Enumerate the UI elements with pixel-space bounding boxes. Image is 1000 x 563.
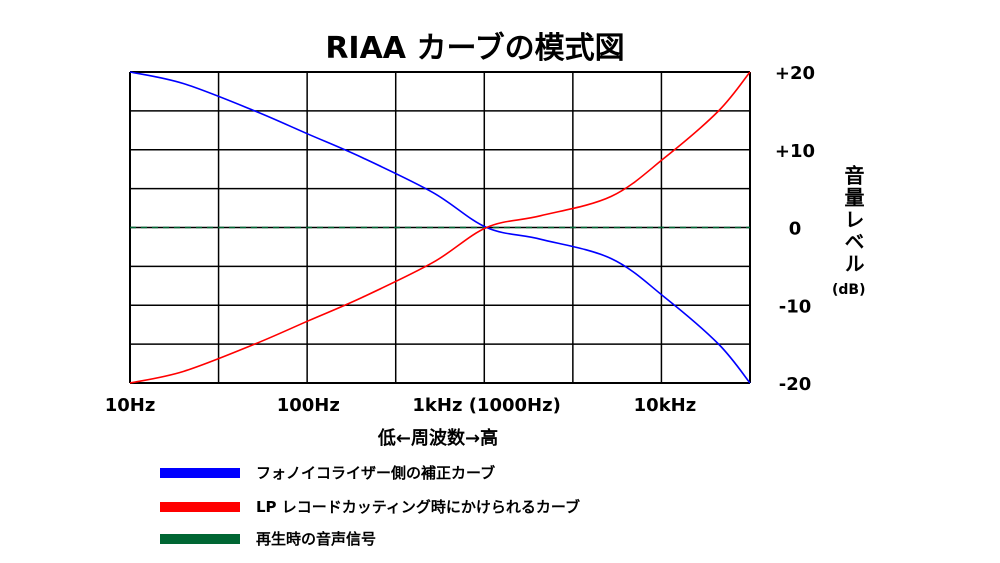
legend-item-green: 再生時の音声信号 xyxy=(160,528,720,550)
y-tick-label: +20 xyxy=(775,63,815,84)
legend-item-blue: フォノイコライザー側の補正カーブ xyxy=(160,462,720,484)
y-tick-label: -10 xyxy=(779,296,812,317)
chart-title: RIAA カーブの模式図 xyxy=(325,31,624,66)
legend-swatch-blue xyxy=(160,468,240,478)
y-axis-label: 音量レベル xyxy=(841,165,865,275)
y-tick-label: +10 xyxy=(775,141,815,162)
legend-swatch-red xyxy=(160,502,240,512)
grid xyxy=(129,71,751,384)
legend-label-red: LP レコードカッティング時にかけられるカーブ xyxy=(256,498,580,516)
legend-item-red: LP レコードカッティング時にかけられるカーブ xyxy=(160,496,720,518)
legend-swatch-green xyxy=(160,534,240,544)
series-line-0 xyxy=(129,71,751,384)
legend-label-green: 再生時の音声信号 xyxy=(256,530,377,548)
x-axis-label: 低←周波数→高 xyxy=(377,427,498,449)
y-tick-label: 0 xyxy=(789,219,802,240)
x-tick-label: 100Hz xyxy=(277,395,340,416)
x-tick-label: 10Hz xyxy=(105,395,156,416)
y-tick-label: -20 xyxy=(779,374,812,395)
series-line-1 xyxy=(129,71,751,384)
x-tick-label: 1kHz (1000Hz) xyxy=(412,395,560,416)
x-tick-labels: 10Hz 100Hz 1kHz (1000Hz) 10kHz xyxy=(105,395,697,416)
legend-label-blue: フォノイコライザー側の補正カーブ xyxy=(256,464,496,482)
y-tick-labels: +20 +10 0 -10 -20 xyxy=(775,63,815,395)
y-axis-unit: (dB) xyxy=(832,282,866,298)
x-tick-label: 10kHz xyxy=(634,395,697,416)
series-lines xyxy=(129,71,751,384)
